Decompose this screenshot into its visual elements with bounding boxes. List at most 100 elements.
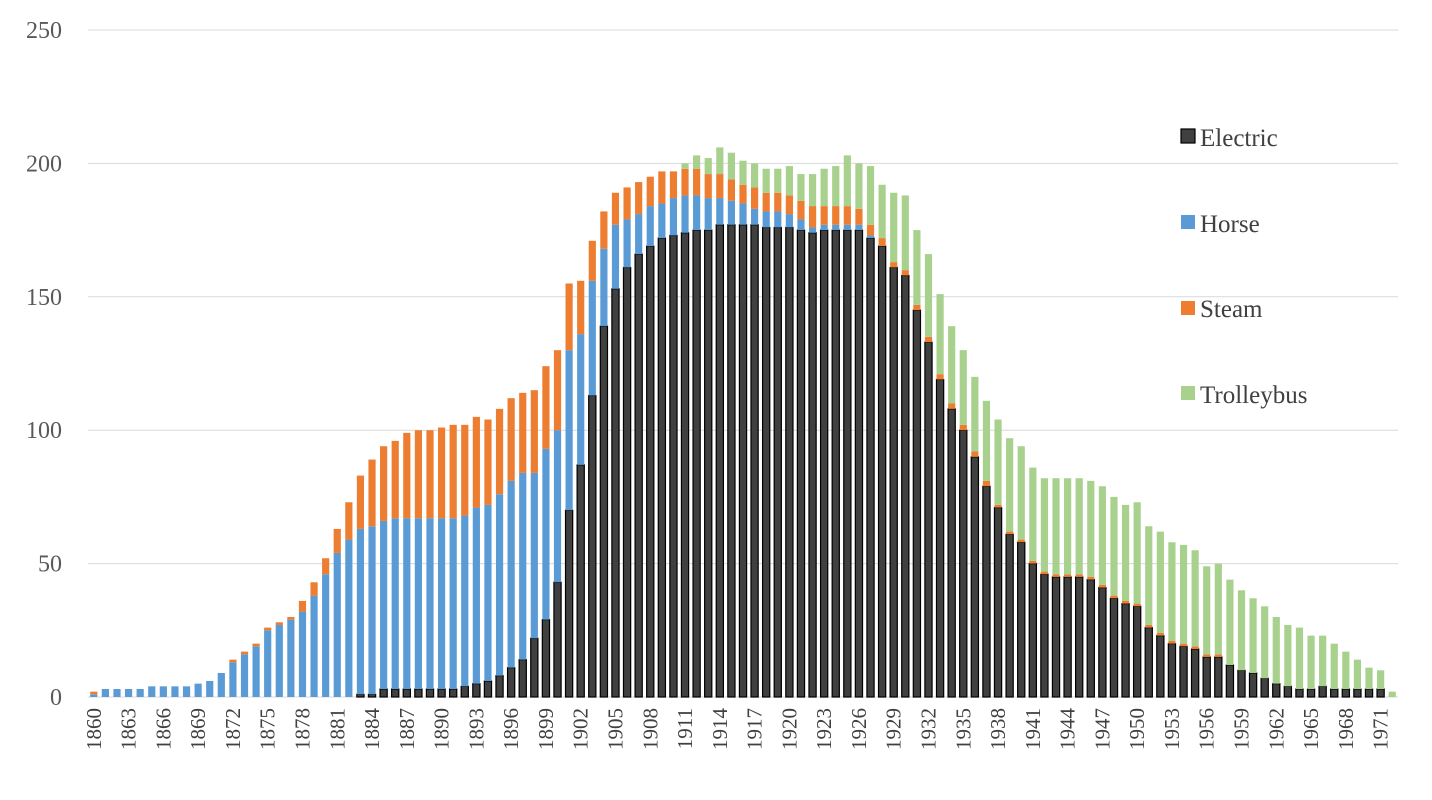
bar-segment-horse bbox=[600, 248, 608, 327]
bar-segment-steam bbox=[669, 171, 678, 199]
bar-segment-horse bbox=[519, 472, 527, 660]
bar-segment-electric bbox=[657, 237, 667, 698]
bar-segment-trolleybus bbox=[1295, 627, 1304, 689]
x-tick-label: 1881 bbox=[325, 708, 349, 750]
bar-segment-electric bbox=[1364, 688, 1374, 698]
y-tick-label: 100 bbox=[26, 418, 62, 444]
bar-segment-electric bbox=[1051, 576, 1061, 698]
x-tick-label: 1890 bbox=[430, 708, 454, 750]
legend-label-electric: Electric bbox=[1200, 125, 1278, 152]
bar-segment-steam bbox=[1121, 600, 1130, 604]
bar-segment-steam bbox=[693, 168, 701, 196]
bar-segment-electric bbox=[1086, 579, 1095, 698]
bar-segment-trolleybus bbox=[1087, 480, 1095, 577]
bar-segment-steam bbox=[1087, 576, 1095, 580]
bar-segment-horse bbox=[577, 334, 585, 465]
x-tick-label: 1878 bbox=[290, 708, 314, 750]
bars bbox=[90, 147, 1396, 698]
bar-segment-horse bbox=[310, 595, 318, 697]
bar-segment-horse bbox=[658, 203, 666, 239]
bar-segment-trolleybus bbox=[751, 163, 759, 188]
bar-segment-steam bbox=[832, 206, 840, 225]
bar-segment-steam bbox=[727, 179, 735, 201]
bar-segment-steam bbox=[530, 390, 538, 473]
bar-segment-trolleybus bbox=[1179, 544, 1188, 644]
bar-segment-steam bbox=[90, 691, 98, 695]
bar-segment-steam bbox=[704, 174, 712, 199]
x-tick-label: 1869 bbox=[186, 708, 210, 750]
x-tick-label: 1950 bbox=[1125, 708, 1149, 750]
bar-segment-electric bbox=[425, 688, 435, 698]
bar-segment-horse bbox=[356, 528, 365, 695]
bar-segment-steam bbox=[623, 187, 631, 220]
bar-segment-steam bbox=[403, 432, 411, 519]
bar-segment-electric bbox=[1098, 587, 1107, 698]
bar-segment-horse bbox=[298, 611, 307, 697]
bar-segment-horse bbox=[391, 518, 399, 689]
bar-segment-trolleybus bbox=[1214, 563, 1222, 655]
bar-segment-steam bbox=[635, 182, 643, 215]
bar-segment-steam bbox=[994, 504, 1002, 508]
bar-segment-trolleybus bbox=[1191, 550, 1199, 647]
bar-segment-steam bbox=[356, 475, 365, 529]
x-tick-label: 1887 bbox=[395, 708, 419, 750]
bar-segment-steam bbox=[1075, 574, 1083, 577]
legend-swatch-steam bbox=[1181, 301, 1195, 315]
bar-segment-steam bbox=[1052, 574, 1060, 577]
bar-segment-horse bbox=[148, 686, 156, 697]
bar-segment-steam bbox=[739, 184, 747, 204]
bar-segment-steam bbox=[658, 171, 666, 204]
x-tick-label: 1911 bbox=[673, 708, 697, 749]
bar-segment-electric bbox=[391, 688, 400, 698]
bar-segment-trolleybus bbox=[727, 152, 735, 180]
legend-item-steam: Steam bbox=[1181, 296, 1263, 323]
bar-segment-horse bbox=[588, 280, 596, 396]
bar-segment-trolleybus bbox=[1006, 438, 1014, 532]
x-tick-label: 1917 bbox=[743, 708, 767, 750]
bar-segment-horse bbox=[461, 515, 469, 687]
bar-segment-horse bbox=[623, 219, 631, 268]
bar-segment-electric bbox=[1156, 635, 1165, 698]
bar-segment-electric bbox=[750, 224, 759, 698]
bar-segment-electric bbox=[1132, 605, 1142, 698]
bar-segment-trolleybus bbox=[843, 155, 851, 207]
bar-segment-horse bbox=[113, 689, 121, 697]
bar-segment-trolleybus bbox=[774, 168, 782, 193]
x-tick-label: 1929 bbox=[882, 708, 906, 750]
bar-segment-electric bbox=[1063, 576, 1072, 698]
x-tick-label: 1872 bbox=[221, 708, 245, 750]
bar-segment-electric bbox=[530, 637, 539, 698]
bar-segment-steam bbox=[808, 206, 817, 228]
bar-segment-electric bbox=[982, 485, 991, 698]
legend-item-electric: Electric bbox=[1180, 125, 1278, 152]
x-tick-label: 1944 bbox=[1056, 708, 1080, 751]
bar-segment-trolleybus bbox=[890, 192, 898, 263]
bar-segment-electric bbox=[448, 688, 458, 698]
x-tick-label: 1908 bbox=[638, 708, 662, 750]
y-tick-label: 50 bbox=[38, 552, 62, 578]
bar-segment-horse bbox=[808, 227, 817, 233]
bar-segment-electric bbox=[889, 266, 898, 698]
bar-segment-steam bbox=[936, 374, 944, 380]
bar-segment-steam bbox=[553, 350, 562, 431]
bar-segment-steam bbox=[901, 270, 909, 276]
bar-segment-steam bbox=[507, 398, 515, 481]
bar-segment-steam bbox=[1179, 643, 1188, 647]
bar-segment-steam bbox=[229, 659, 237, 663]
bar-segment-trolleybus bbox=[820, 168, 828, 207]
bar-segment-steam bbox=[982, 480, 991, 487]
bar-segment-horse bbox=[820, 224, 828, 231]
bar-segment-steam bbox=[751, 187, 759, 209]
bar-segment-horse bbox=[704, 198, 712, 231]
bar-segment-trolleybus bbox=[1040, 478, 1049, 572]
bar-segment-electric bbox=[1190, 648, 1200, 698]
bar-segment-trolleybus bbox=[982, 400, 991, 481]
bar-segment-trolleybus bbox=[1075, 478, 1083, 575]
x-axis-ticks: 1860 1863 1866 1869 1872 1875 1878 1881 1884 1887… bbox=[82, 708, 1393, 751]
bar-segment-trolleybus bbox=[1237, 590, 1246, 671]
bar-segment-electric bbox=[1109, 597, 1119, 698]
bar-segment-trolleybus bbox=[808, 174, 817, 207]
bar-segment-steam bbox=[484, 419, 492, 505]
legend-item-horse: Horse bbox=[1181, 211, 1260, 238]
bar-segment-horse bbox=[472, 507, 480, 684]
